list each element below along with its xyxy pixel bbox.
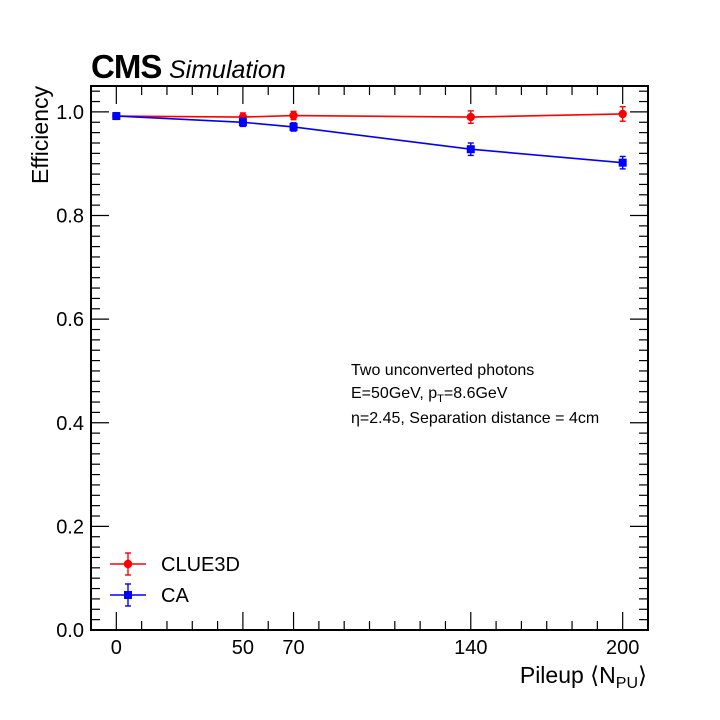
ca-point xyxy=(466,145,475,154)
y-tick-label: 0.0 xyxy=(56,620,84,642)
x-tick-label: 140 xyxy=(454,637,487,659)
annotation-line-2-suffix: =8.6GeV xyxy=(444,385,508,402)
x-tick-label: 70 xyxy=(282,637,304,659)
annotation-box: Two unconverted photons E=50GeV, pT=8.6G… xyxy=(351,362,599,427)
axis-ticks xyxy=(91,86,648,631)
ca-line xyxy=(116,115,623,164)
annotation-line-1: Two unconverted photons xyxy=(351,362,534,379)
x-tick-labels: 0 50 70 140 200 xyxy=(111,637,640,659)
y-axis-title: Efficiency xyxy=(27,86,53,185)
clue3d-point xyxy=(618,109,627,119)
y-tick-label: 0.2 xyxy=(56,516,84,538)
annotation-line-2-prefix: E=50GeV, p xyxy=(351,385,437,402)
legend-label-ca: CA xyxy=(161,585,189,607)
ca-point xyxy=(112,112,121,121)
y-tick-label: 0.8 xyxy=(56,206,84,228)
clue3d-point xyxy=(289,111,298,120)
simulation-label: Simulation xyxy=(169,56,286,84)
legend-marker-clue3d xyxy=(123,559,133,569)
ca-point xyxy=(238,118,247,127)
series-clue3d xyxy=(112,106,627,125)
data-series xyxy=(112,106,627,170)
x-tick-label: 0 xyxy=(111,637,122,659)
legend-marker-ca xyxy=(124,591,132,599)
x-axis-title-close: ⟩ xyxy=(638,662,647,688)
ca-point xyxy=(289,122,298,131)
legend-label-clue3d: CLUE3D xyxy=(161,554,240,576)
annotation-line-2: E=50GeV, pT=8.6GeV xyxy=(351,385,508,405)
x-axis-title-sub: PU xyxy=(616,675,638,692)
clue3d-line xyxy=(116,113,623,118)
x-tick-label: 50 xyxy=(232,637,254,659)
y-tick-label: 1.0 xyxy=(56,102,84,124)
clue3d-point xyxy=(466,112,475,122)
y-tick-label: 0.6 xyxy=(56,309,84,331)
series-ca xyxy=(112,112,627,170)
ca-point xyxy=(618,158,627,167)
x-axis-title-main: Pileup ⟨N xyxy=(520,662,616,688)
annotation-line-2-sub: T xyxy=(437,393,444,405)
x-axis-title: Pileup ⟨NPU⟩ xyxy=(520,662,647,692)
x-tick-label: 200 xyxy=(606,637,639,659)
cms-label: CMS xyxy=(91,48,161,85)
annotation-line-3: η=2.45, Separation distance = 4cm xyxy=(351,410,599,427)
legend: CLUE3D CA xyxy=(110,552,240,607)
legend-entry-ca: CA xyxy=(110,583,189,607)
y-tick-label: 0.4 xyxy=(56,413,84,435)
y-tick-labels: 0.0 0.2 0.4 0.6 0.8 1.0 xyxy=(56,102,84,642)
plot-frame xyxy=(90,85,649,631)
legend-entry-clue3d: CLUE3D xyxy=(110,552,240,576)
